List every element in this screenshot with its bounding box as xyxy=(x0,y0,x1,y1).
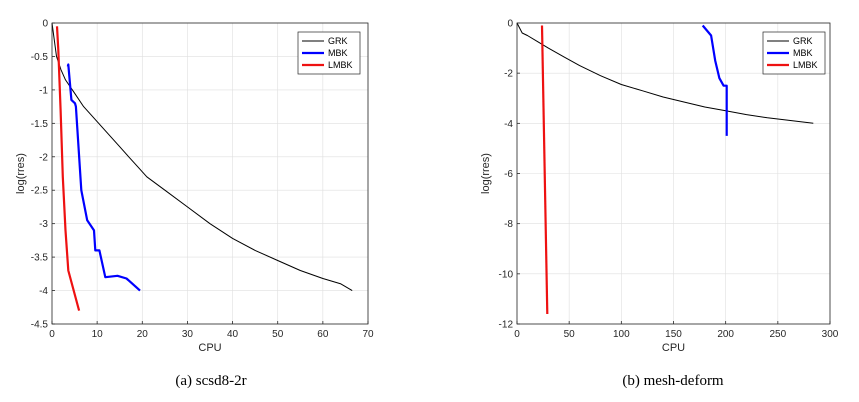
y-tick-label: -10 xyxy=(499,269,514,280)
x-tick-label: 30 xyxy=(182,329,194,340)
legend-label-grk: GRK xyxy=(793,36,813,46)
legend-label-mbk: MBK xyxy=(793,48,813,58)
y-tick-label: -4 xyxy=(39,286,48,297)
x-tick-label: 0 xyxy=(49,329,55,340)
plot-mesh-deform: 0 50 100 150 200 250 300 0 -2 -4 -6 -8 -10 -12 CPU log(… xyxy=(480,19,839,390)
y-tick-label: -1 xyxy=(39,85,48,96)
y-tick-label: -8 xyxy=(504,219,513,230)
y-tick-label: 0 xyxy=(42,19,48,30)
x-axis-label: CPU xyxy=(198,342,221,354)
legend-label-lmbk: LMBK xyxy=(328,60,353,70)
legend-label-mbk: MBK xyxy=(328,48,348,58)
x-tick-label: 60 xyxy=(317,329,329,340)
y-tick-label: -3 xyxy=(39,219,48,230)
x-tick-label: 20 xyxy=(137,329,149,340)
x-tick-label: 50 xyxy=(272,329,284,340)
y-tick-label: -2 xyxy=(504,69,513,80)
x-axis-label: CPU xyxy=(662,342,685,354)
x-tick-label: 40 xyxy=(227,329,239,340)
figure-caption: (a) scsd8-2r xyxy=(175,373,246,389)
y-tick-label: -6 xyxy=(504,169,513,180)
y-tick-label: -2.5 xyxy=(31,186,49,197)
legend-label-grk: GRK xyxy=(328,36,348,46)
legend: GRK MBK LMBK xyxy=(297,31,361,75)
x-tick-label: 10 xyxy=(92,329,104,340)
x-tick-label: 200 xyxy=(717,329,734,340)
y-tick-label: -4.5 xyxy=(31,320,49,331)
y-axis-label: log(rres) xyxy=(15,153,27,194)
series-line-mbk xyxy=(66,63,141,292)
legend-label-lmbk: LMBK xyxy=(793,60,818,70)
x-tick-label: 50 xyxy=(564,329,576,340)
plot-scsd8-2r: 0 10 20 30 40 50 60 70 0 -0.5 -1 -1.5 -2 -2.5 -3 -3.5 -4… xyxy=(15,19,374,390)
y-axis-label: log(rres) xyxy=(480,153,492,194)
x-tick-label: 300 xyxy=(822,329,839,340)
y-tick-label: -1.5 xyxy=(31,119,49,130)
x-tick-label: 0 xyxy=(514,329,520,340)
series-line-grk xyxy=(51,22,353,292)
x-tick-label: 70 xyxy=(362,329,374,340)
x-tick-label: 100 xyxy=(613,329,630,340)
y-tick-label: -12 xyxy=(499,320,514,331)
series-line-lmbk xyxy=(540,25,549,315)
series-line-mbk xyxy=(701,24,728,136)
x-tick-label: 250 xyxy=(769,329,786,340)
legend: GRK MBK LMBK xyxy=(762,31,826,75)
series-line-grk xyxy=(516,22,814,124)
y-tick-label: -2 xyxy=(39,152,48,163)
y-tick-label: -3.5 xyxy=(31,253,49,264)
figure-caption: (b) mesh-deform xyxy=(622,373,724,389)
plot-frame xyxy=(51,22,369,325)
series-line-lmbk xyxy=(55,26,81,311)
y-tick-label: -0.5 xyxy=(31,52,49,63)
y-tick-label: -4 xyxy=(504,119,513,130)
x-tick-label: 150 xyxy=(665,329,682,340)
y-tick-label: 0 xyxy=(507,19,513,30)
